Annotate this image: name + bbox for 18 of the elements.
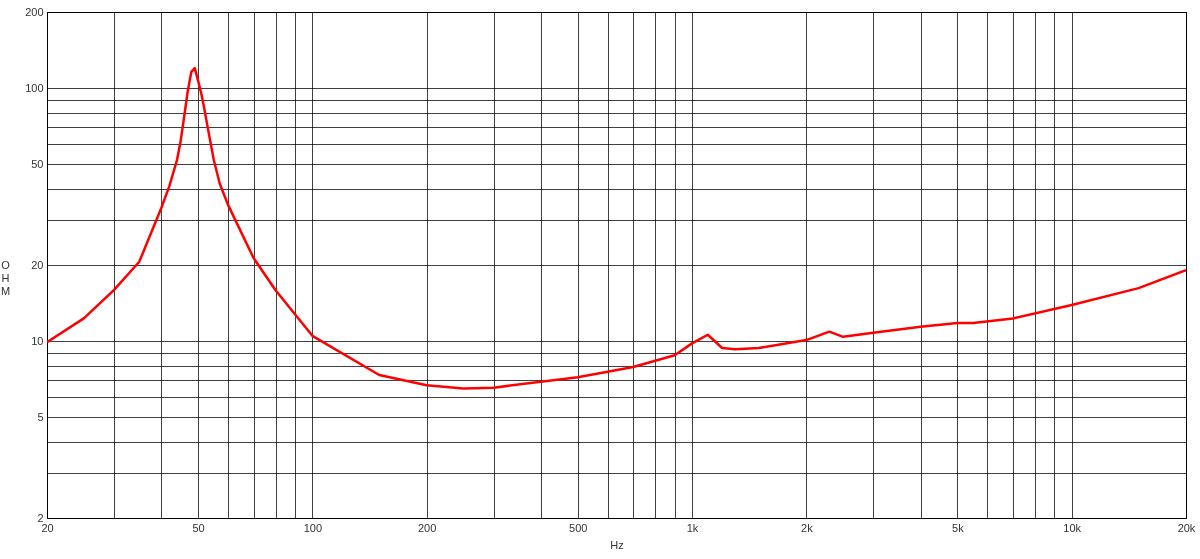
- x-tick-label: 2k: [801, 521, 814, 534]
- y-tick-label: 100: [25, 81, 44, 94]
- x-tick-label: 500: [569, 521, 588, 534]
- x-tick-label: 20k: [1177, 521, 1196, 534]
- y-tick-label: 2: [37, 511, 44, 524]
- x-tick-label: 1k: [686, 521, 699, 534]
- x-tick-label: 100: [303, 521, 323, 534]
- y-tick-label: 20: [31, 258, 44, 271]
- x-tick-label: 10k: [1063, 521, 1082, 534]
- x-tick-label: 200: [417, 521, 437, 534]
- x-tick-label: 50: [192, 521, 205, 534]
- y-axis-title: OHM: [0, 258, 11, 297]
- y-tick-label: 10: [31, 334, 44, 347]
- y-tick-label: 5: [37, 410, 44, 423]
- x-tick-label: 5k: [952, 521, 965, 534]
- y-tick-label: 50: [31, 157, 44, 170]
- y-tick-label: 200: [25, 5, 44, 18]
- x-axis-title: Hz: [610, 538, 624, 551]
